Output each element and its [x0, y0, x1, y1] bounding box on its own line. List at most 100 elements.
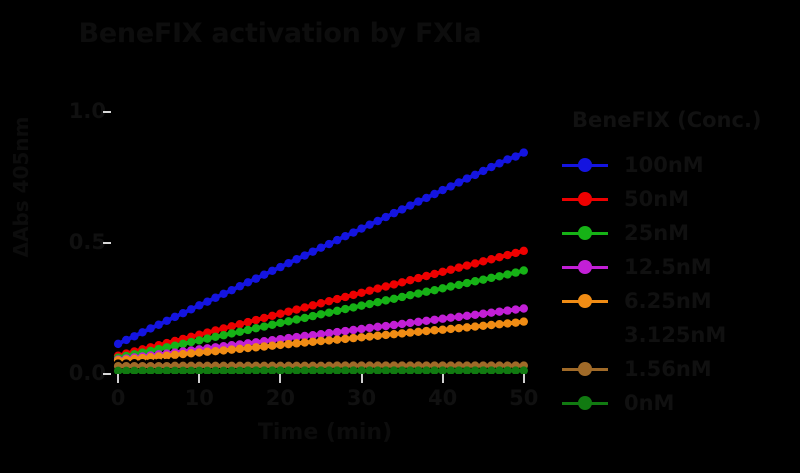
series-marker: [470, 322, 480, 331]
series-marker: [276, 334, 285, 344]
legend-title: BeneFIX (Conc.): [572, 108, 762, 132]
series-marker: [349, 228, 358, 237]
series-marker: [227, 366, 236, 374]
series-marker: [235, 320, 245, 329]
series-marker: [479, 309, 488, 318]
series-marker: [316, 299, 326, 308]
series-marker: [332, 294, 342, 304]
legend-entry[interactable]: 100nM: [560, 148, 796, 182]
series-marker: [397, 319, 407, 329]
series-marker: [324, 366, 334, 374]
series-marker: [446, 282, 455, 291]
series-marker: [146, 324, 155, 333]
legend-entry[interactable]: 0nM: [560, 386, 796, 420]
series-marker: [284, 317, 293, 326]
legend-entry-label: 25nM: [624, 220, 690, 245]
series-marker: [211, 347, 220, 356]
series-marker: [251, 274, 261, 283]
series-marker: [414, 327, 423, 337]
series-marker: [300, 338, 309, 347]
series-marker: [487, 255, 496, 264]
series-marker: [357, 224, 366, 233]
series-marker: [300, 331, 309, 341]
series-marker: [138, 328, 147, 337]
legend-entry[interactable]: 25nM: [560, 216, 796, 250]
series-marker: [430, 269, 439, 279]
series-marker: [405, 366, 415, 374]
series-marker: [170, 312, 180, 322]
y-axis-tick-mark: [103, 111, 111, 113]
legend-entry[interactable]: 12.5nM: [560, 250, 796, 284]
series-marker: [235, 366, 245, 374]
series-marker: [405, 276, 415, 285]
series-marker: [373, 331, 382, 340]
series-6-25nm: [113, 317, 528, 365]
legend-entry-label: 3.125nM: [624, 322, 727, 347]
series-marker: [292, 315, 301, 324]
series-marker: [268, 320, 277, 329]
legend-entry[interactable]: 3.125nM: [560, 318, 796, 352]
series-marker: [470, 259, 480, 268]
series-marker: [195, 366, 204, 374]
series-marker: [414, 289, 423, 298]
series-marker: [495, 307, 504, 316]
series-marker: [446, 366, 455, 374]
series-marker: [349, 303, 358, 312]
series-marker: [430, 315, 439, 324]
series-marker: [519, 317, 528, 326]
series-marker: [292, 332, 301, 342]
series-marker: [462, 311, 472, 321]
series-marker: [178, 349, 188, 359]
series-marker: [268, 366, 277, 374]
series-marker: [397, 205, 407, 214]
series-marker: [365, 366, 374, 374]
series-marker: [276, 318, 285, 328]
series-marker: [292, 339, 301, 348]
series-marker: [422, 326, 431, 336]
y-axis-title: ΔAbs 405nm: [9, 116, 33, 258]
series-marker: [227, 329, 236, 338]
series-marker: [519, 246, 528, 256]
series-marker: [519, 355, 528, 364]
series-marker: [487, 320, 496, 330]
legend-entry[interactable]: 1.56nM: [560, 352, 796, 386]
series-marker: [186, 366, 196, 374]
series-marker: [365, 286, 374, 295]
series-marker: [446, 265, 455, 274]
series-marker: [389, 280, 399, 289]
y-axis-tick-labels: 0.0 0.5 1.0: [62, 100, 106, 386]
series-marker: [211, 366, 220, 374]
series-marker: [122, 335, 131, 345]
series-marker: [154, 320, 163, 329]
x-axis-tick-label: 10: [184, 386, 214, 410]
series-marker: [219, 324, 228, 333]
series-marker: [511, 318, 520, 327]
series-marker: [276, 309, 285, 318]
series-marker: [397, 329, 407, 338]
series-marker: [227, 285, 236, 295]
series-marker: [300, 303, 309, 312]
x-axis-tick-mark: [117, 374, 120, 383]
legend-entry[interactable]: 6.25nM: [560, 284, 796, 318]
x-axis-title: Time (min): [257, 420, 393, 445]
series-marker: [186, 305, 196, 314]
series-marker: [389, 208, 399, 218]
series-marker: [259, 342, 269, 351]
series-marker: [487, 366, 496, 374]
series-marker: [438, 325, 447, 334]
series-marker: [195, 330, 204, 339]
series-marker: [324, 336, 334, 345]
series-marker: [519, 266, 528, 275]
series-marker: [268, 341, 277, 350]
y-axis-tick-label: 1.0: [68, 99, 106, 123]
legend-entry-label: 100nM: [624, 152, 704, 177]
series-marker: [203, 347, 212, 356]
legend-marker-icon: [578, 328, 592, 342]
legend-entry[interactable]: 50nM: [560, 182, 796, 216]
series-marker: [113, 366, 123, 374]
series-marker: [162, 366, 171, 374]
series-marker: [381, 366, 391, 374]
series-marker: [503, 355, 512, 364]
legend-swatch-icon: [560, 291, 610, 311]
series-marker: [414, 197, 423, 206]
